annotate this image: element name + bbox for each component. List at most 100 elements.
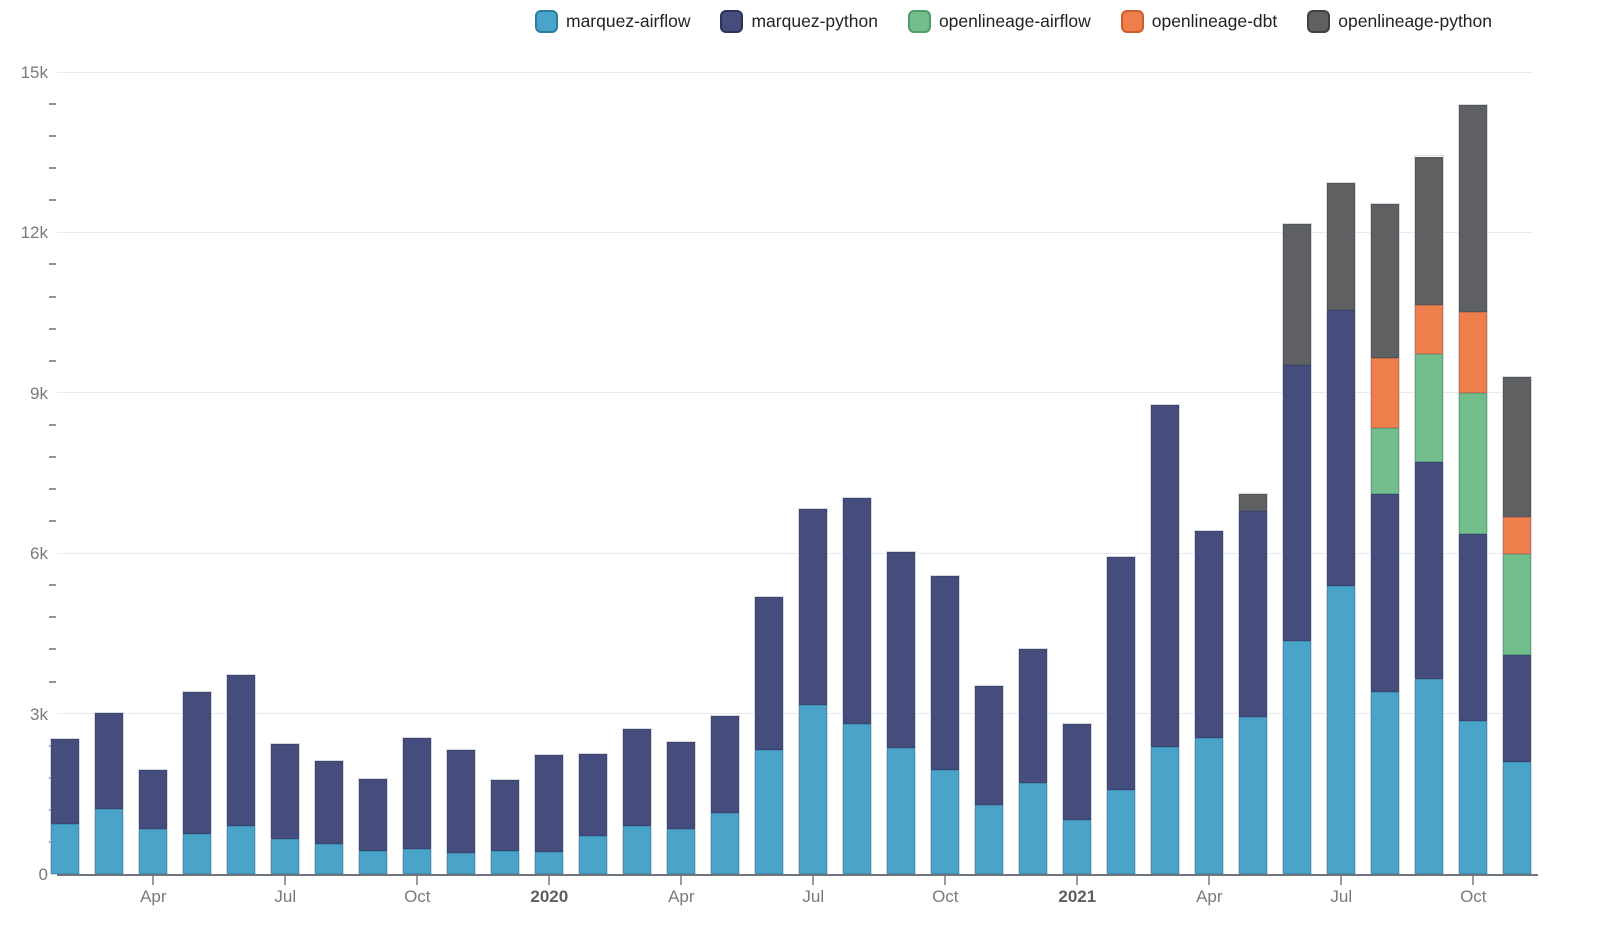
- bar-2020-08[interactable]: [843, 497, 872, 874]
- bar-segment-marquez-python[interactable]: [447, 749, 476, 853]
- bar-segment-marquez-python[interactable]: [271, 743, 300, 839]
- bar-segment-marquez-airflow[interactable]: [755, 749, 784, 874]
- bar-segment-marquez-python[interactable]: [1239, 510, 1268, 717]
- bar-segment-openlineage-python[interactable]: [1239, 493, 1268, 511]
- bar-segment-marquez-airflow[interactable]: [1239, 716, 1268, 874]
- bar-segment-marquez-python[interactable]: [843, 497, 872, 724]
- bar-segment-marquez-airflow[interactable]: [183, 834, 212, 874]
- bar-segment-marquez-airflow[interactable]: [579, 836, 608, 874]
- bar-2021-08[interactable]: [1371, 203, 1400, 874]
- bar-segment-marquez-python[interactable]: [51, 738, 80, 824]
- bar-segment-marquez-python[interactable]: [623, 728, 652, 826]
- bar-segment-marquez-airflow[interactable]: [1063, 819, 1092, 874]
- bar-segment-openlineage-python[interactable]: [1371, 203, 1400, 358]
- bar-2021-04[interactable]: [1195, 531, 1224, 874]
- legend-item-openlineage-airflow[interactable]: openlineage-airflow: [907, 10, 1091, 33]
- bar-2019-05[interactable]: [183, 692, 212, 874]
- bar-segment-marquez-airflow[interactable]: [139, 829, 168, 874]
- bar-segment-marquez-airflow[interactable]: [1371, 691, 1400, 874]
- bar-segment-marquez-python[interactable]: [1063, 723, 1092, 820]
- bar-2020-04[interactable]: [667, 741, 696, 874]
- bar-segment-marquez-airflow[interactable]: [1327, 586, 1356, 874]
- bar-2020-11[interactable]: [975, 686, 1004, 874]
- bar-2021-06[interactable]: [1283, 224, 1312, 874]
- bar-segment-marquez-airflow[interactable]: [799, 705, 828, 874]
- bar-segment-marquez-python[interactable]: [403, 737, 432, 849]
- bar-segment-marquez-airflow[interactable]: [1107, 789, 1136, 874]
- bar-segment-marquez-airflow[interactable]: [711, 812, 740, 874]
- bar-2020-06[interactable]: [755, 597, 784, 874]
- bar-segment-marquez-python[interactable]: [711, 715, 740, 813]
- bar-2021-09[interactable]: [1415, 156, 1444, 874]
- bar-segment-marquez-python[interactable]: [1415, 462, 1444, 679]
- bar-segment-marquez-python[interactable]: [1459, 534, 1488, 722]
- bar-2021-01[interactable]: [1063, 723, 1092, 874]
- bar-segment-marquez-airflow[interactable]: [1019, 782, 1048, 874]
- bar-segment-marquez-airflow[interactable]: [931, 770, 960, 874]
- bar-segment-marquez-airflow[interactable]: [271, 838, 300, 874]
- bar-2019-11[interactable]: [447, 749, 476, 874]
- bar-2019-03[interactable]: [95, 712, 124, 874]
- bar-2019-10[interactable]: [403, 737, 432, 874]
- bar-2020-02[interactable]: [579, 754, 608, 874]
- bar-2019-02[interactable]: [51, 738, 80, 874]
- bar-segment-openlineage-python[interactable]: [1415, 156, 1444, 305]
- bar-segment-openlineage-python[interactable]: [1327, 182, 1356, 310]
- bar-segment-marquez-airflow[interactable]: [535, 851, 564, 874]
- bar-segment-marquez-airflow[interactable]: [975, 805, 1004, 874]
- bar-segment-marquez-python[interactable]: [667, 741, 696, 830]
- legend-item-openlineage-python[interactable]: openlineage-python: [1307, 10, 1492, 33]
- bar-segment-marquez-python[interactable]: [359, 779, 388, 851]
- legend-item-marquez-python[interactable]: marquez-python: [720, 10, 878, 33]
- bar-segment-marquez-python[interactable]: [1327, 309, 1356, 587]
- bar-segment-marquez-python[interactable]: [1151, 405, 1180, 747]
- bar-segment-marquez-python[interactable]: [315, 760, 344, 845]
- legend-item-openlineage-dbt[interactable]: openlineage-dbt: [1120, 10, 1277, 33]
- bar-segment-marquez-python[interactable]: [931, 576, 960, 771]
- bar-segment-openlineage-airflow[interactable]: [1459, 393, 1488, 535]
- bar-segment-marquez-airflow[interactable]: [1503, 761, 1532, 874]
- bar-segment-openlineage-dbt[interactable]: [1415, 304, 1444, 354]
- bar-2019-09[interactable]: [359, 779, 388, 874]
- bar-segment-marquez-airflow[interactable]: [491, 851, 520, 874]
- bar-segment-marquez-python[interactable]: [139, 769, 168, 830]
- bar-segment-marquez-python[interactable]: [1107, 556, 1136, 790]
- bar-segment-marquez-airflow[interactable]: [447, 852, 476, 874]
- bar-segment-marquez-python[interactable]: [1195, 531, 1224, 738]
- bar-segment-marquez-airflow[interactable]: [887, 748, 916, 874]
- bar-segment-marquez-python[interactable]: [799, 509, 828, 706]
- bar-2020-10[interactable]: [931, 576, 960, 874]
- bar-segment-marquez-airflow[interactable]: [1459, 721, 1488, 874]
- bar-segment-openlineage-airflow[interactable]: [1415, 353, 1444, 463]
- bar-segment-marquez-airflow[interactable]: [623, 825, 652, 874]
- bar-2021-03[interactable]: [1151, 405, 1180, 874]
- bar-2021-11[interactable]: [1503, 377, 1532, 874]
- bar-segment-marquez-airflow[interactable]: [359, 851, 388, 874]
- bar-segment-openlineage-python[interactable]: [1459, 104, 1488, 312]
- bar-2020-09[interactable]: [887, 552, 916, 874]
- bar-2020-03[interactable]: [623, 728, 652, 874]
- bar-segment-openlineage-python[interactable]: [1503, 377, 1532, 517]
- bar-2020-05[interactable]: [711, 715, 740, 874]
- bar-2020-07[interactable]: [799, 509, 828, 874]
- bar-2021-02[interactable]: [1107, 556, 1136, 874]
- bar-2019-06[interactable]: [227, 674, 256, 874]
- bar-segment-marquez-airflow[interactable]: [403, 848, 432, 874]
- bar-segment-marquez-python[interactable]: [1503, 654, 1532, 762]
- bar-segment-marquez-python[interactable]: [887, 552, 916, 749]
- bar-segment-marquez-python[interactable]: [1019, 648, 1048, 783]
- bar-segment-marquez-python[interactable]: [491, 779, 520, 851]
- bar-2019-04[interactable]: [139, 769, 168, 874]
- bar-segment-openlineage-dbt[interactable]: [1459, 311, 1488, 394]
- bar-2019-07[interactable]: [271, 743, 300, 874]
- bar-segment-openlineage-dbt[interactable]: [1371, 357, 1400, 428]
- bar-segment-marquez-python[interactable]: [227, 674, 256, 826]
- bar-2021-07[interactable]: [1327, 182, 1356, 874]
- bar-segment-marquez-airflow[interactable]: [1415, 678, 1444, 874]
- bar-segment-marquez-airflow[interactable]: [315, 844, 344, 874]
- bar-segment-marquez-airflow[interactable]: [1151, 746, 1180, 874]
- bar-segment-marquez-airflow[interactable]: [1195, 737, 1224, 874]
- bar-2020-12[interactable]: [1019, 648, 1048, 874]
- bar-segment-marquez-airflow[interactable]: [95, 808, 124, 874]
- bar-segment-openlineage-python[interactable]: [1283, 224, 1312, 365]
